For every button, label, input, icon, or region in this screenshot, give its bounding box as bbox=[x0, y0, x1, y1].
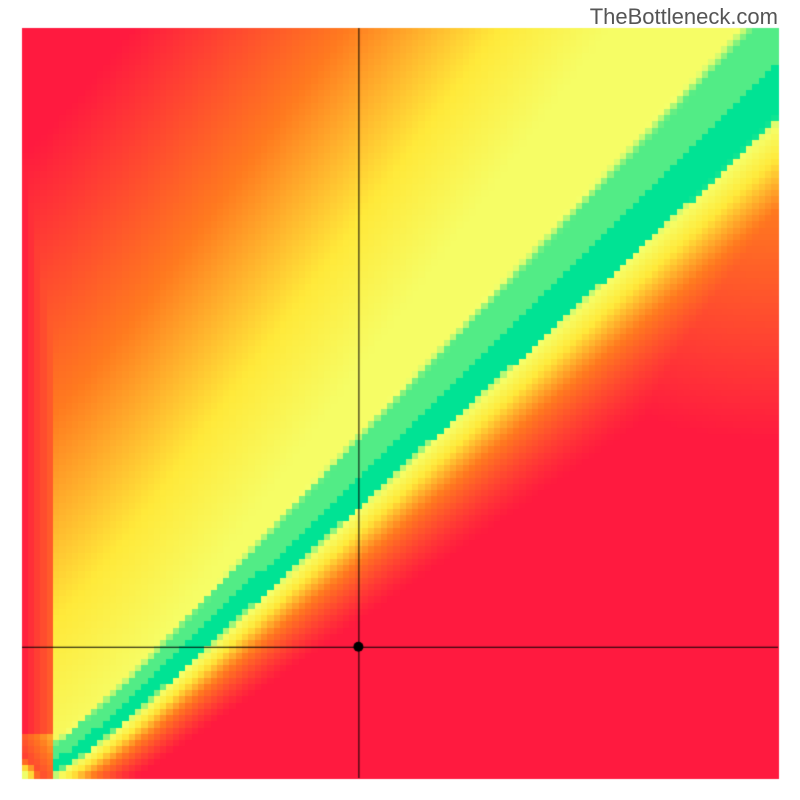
watermark-text: TheBottleneck.com bbox=[590, 4, 778, 30]
heatmap-canvas bbox=[0, 0, 800, 800]
chart-container: TheBottleneck.com bbox=[0, 0, 800, 800]
